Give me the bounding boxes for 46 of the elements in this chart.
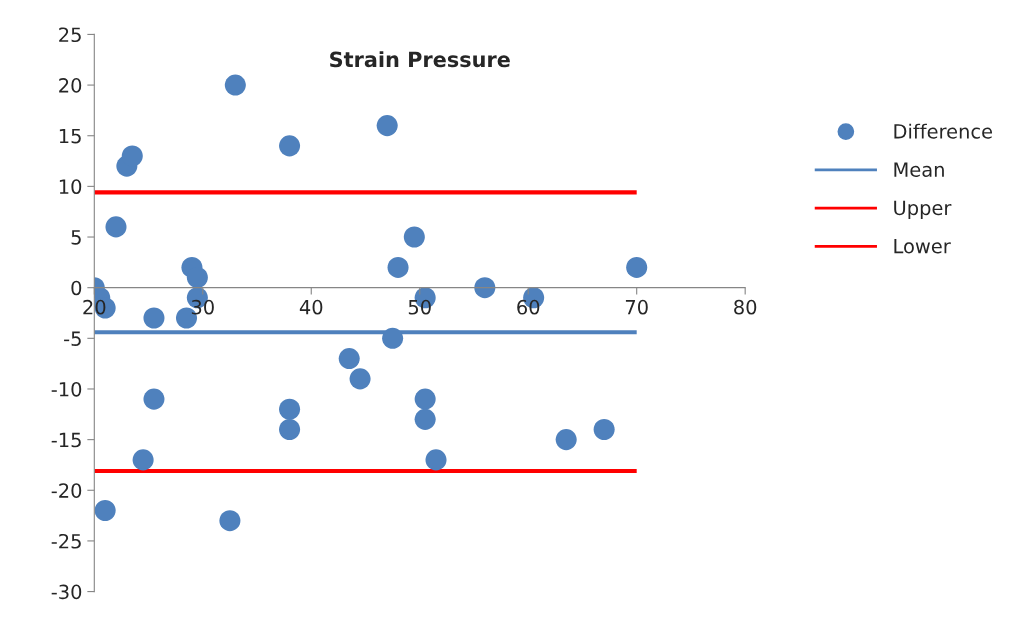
point (626, 256, 648, 278)
point (474, 277, 496, 299)
point (403, 226, 425, 248)
legend-label: Lower (894, 239, 951, 254)
y-tick-label: -20 (51, 483, 82, 498)
point (279, 418, 301, 441)
point (593, 418, 615, 441)
point (382, 327, 404, 349)
y-tick-label: -15 (51, 432, 81, 448)
point (143, 388, 165, 410)
point (279, 135, 301, 157)
point (132, 449, 154, 471)
x-tick-label: 80 (734, 299, 757, 315)
point (555, 429, 577, 451)
y-tick-label: 0 (71, 280, 82, 296)
point (219, 510, 241, 532)
y-tick-label: -5 (64, 331, 81, 346)
y-tick-label: -10 (51, 381, 82, 397)
legend-label: Upper (894, 200, 952, 219)
y-tick-label: 15 (59, 128, 81, 144)
point (414, 388, 436, 410)
point (94, 500, 116, 522)
point (224, 74, 246, 96)
y-tick-label: -30 (51, 584, 82, 600)
point (186, 267, 208, 289)
y-tick-label: 25 (59, 27, 81, 43)
point (349, 368, 371, 390)
point (425, 449, 447, 471)
point (338, 348, 360, 370)
y-tick-label: 5 (71, 230, 81, 245)
legend-label: Difference (894, 123, 993, 139)
x-tick-label: 70 (625, 299, 648, 315)
point (105, 216, 127, 238)
point (414, 408, 436, 430)
text: Strain Pressure (330, 51, 510, 68)
point (387, 256, 409, 278)
y-tick-label: 20 (59, 78, 82, 93)
y-tick-label: -25 (51, 533, 81, 549)
x-tick-label: 40 (299, 299, 323, 315)
point (121, 145, 143, 167)
point (143, 307, 165, 329)
point (376, 115, 398, 137)
x-tick-label: 30 (191, 299, 214, 315)
legend-label: Mean (894, 162, 944, 177)
y-tick-label: 10 (59, 179, 82, 195)
point (279, 398, 301, 420)
